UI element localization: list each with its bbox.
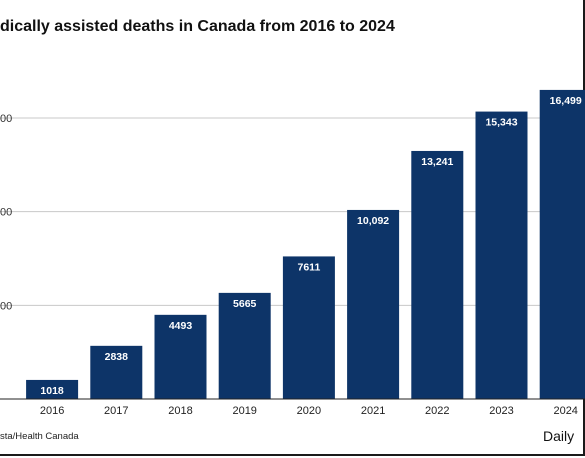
data-label: 7611: [298, 261, 321, 273]
bar: [411, 150, 464, 399]
bar-chart: 1018 2838 4493 5665 7611 10,092 13,241 15,343 16…: [0, 89, 585, 417]
bars: 1018 2838 4493 5665 7611 10,092 13,241 15,343 16…: [26, 89, 585, 399]
y-tick-label: 00: [0, 207, 12, 219]
x-tick-label: 2019: [232, 405, 256, 417]
data-label: 1018: [40, 385, 64, 397]
x-tick-label: 2018: [168, 405, 192, 417]
y-tick-label: 00: [0, 300, 12, 312]
x-tick-labels: 2016 2017 2018 2019 2020 2021 2022 2023 2024: [40, 405, 578, 417]
x-tick-label: 2016: [40, 405, 64, 417]
x-tick-label: 2024: [553, 405, 577, 417]
data-label: 5665: [233, 298, 257, 310]
x-tick-label: 2017: [104, 405, 128, 417]
bar: [218, 292, 271, 399]
data-label: 4493: [169, 320, 193, 332]
x-tick-label: 2023: [489, 405, 513, 417]
x-tick-label: 2020: [297, 405, 321, 417]
data-label: 13,241: [421, 156, 453, 168]
bar: [475, 111, 528, 399]
x-tick-label: 2022: [425, 405, 449, 417]
x-tick-label: 2021: [361, 405, 385, 417]
data-label: 15,343: [485, 117, 517, 129]
data-label: 10,092: [357, 215, 389, 227]
chart-title: dically assisted deaths in Canada from 2…: [0, 18, 395, 35]
bar: [154, 314, 207, 399]
data-label: 16,499: [550, 95, 582, 107]
y-tick-labels: 00 00 00: [0, 113, 12, 312]
bar: [539, 89, 585, 399]
data-label: 2838: [105, 351, 129, 363]
source-note: sta/Health Canada: [0, 431, 79, 442]
bar: [347, 209, 400, 399]
y-tick-label: 00: [0, 113, 12, 125]
bar: [90, 345, 143, 399]
bar: [282, 256, 335, 399]
brand-logo: Daily: [543, 428, 575, 444]
bar: [26, 379, 79, 399]
